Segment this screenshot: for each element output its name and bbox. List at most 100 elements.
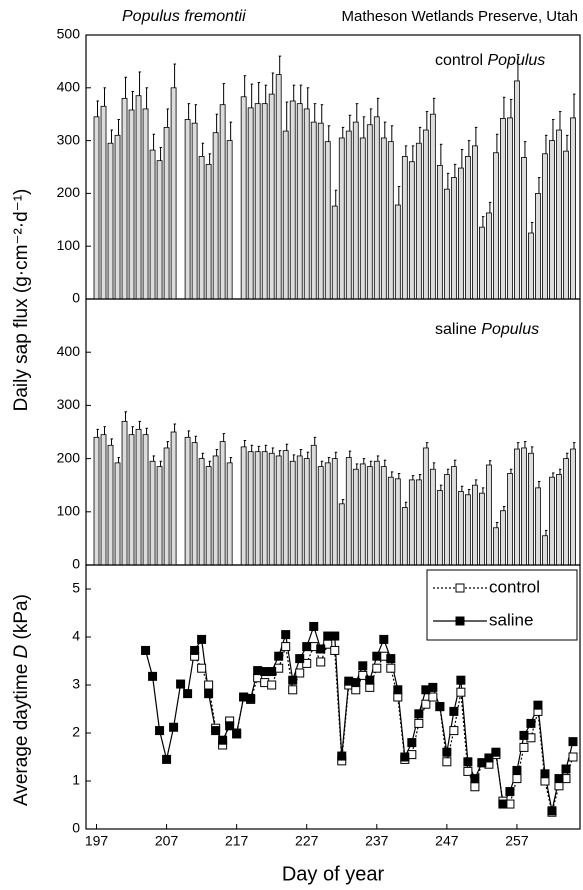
y-axis-label: Average daytime D (kPa) bbox=[11, 594, 32, 806]
bar bbox=[352, 468, 359, 566]
bar bbox=[100, 434, 107, 566]
bar bbox=[457, 167, 464, 300]
bar bbox=[240, 446, 247, 566]
marker bbox=[169, 722, 179, 732]
bar bbox=[450, 466, 457, 566]
marker bbox=[386, 654, 396, 664]
bar bbox=[324, 462, 331, 566]
marker bbox=[302, 642, 312, 652]
bar bbox=[556, 129, 562, 300]
bar bbox=[359, 137, 366, 300]
panel-label: control Populus bbox=[435, 52, 545, 69]
bar bbox=[114, 462, 121, 566]
marker bbox=[484, 753, 494, 763]
legend-box bbox=[426, 569, 578, 641]
bar bbox=[240, 96, 247, 300]
marker bbox=[295, 654, 305, 664]
marker bbox=[561, 764, 571, 774]
marker bbox=[372, 663, 382, 673]
bar bbox=[219, 104, 226, 300]
bar bbox=[443, 474, 450, 566]
marker bbox=[281, 642, 291, 652]
bar bbox=[401, 156, 408, 300]
bar bbox=[535, 487, 541, 566]
bar bbox=[254, 451, 261, 566]
bar bbox=[366, 466, 373, 566]
bar bbox=[493, 527, 499, 566]
marker bbox=[176, 679, 186, 689]
bar bbox=[429, 468, 436, 566]
bar bbox=[289, 100, 296, 300]
marker bbox=[365, 675, 375, 685]
bar bbox=[443, 188, 450, 300]
bar bbox=[345, 130, 352, 300]
marker bbox=[288, 685, 298, 695]
bar bbox=[387, 476, 394, 566]
marker bbox=[407, 738, 417, 748]
bar bbox=[373, 460, 380, 566]
marker bbox=[148, 671, 158, 681]
panel-label-part: control bbox=[435, 52, 483, 69]
y-label-part: Average daytime bbox=[11, 664, 32, 806]
bar bbox=[549, 476, 555, 566]
bar bbox=[408, 161, 415, 300]
bar bbox=[486, 464, 492, 566]
bar bbox=[107, 444, 114, 566]
marker bbox=[477, 758, 487, 768]
marker bbox=[442, 747, 452, 757]
bar bbox=[380, 466, 387, 566]
panel-label: saline Populus bbox=[435, 321, 539, 338]
y-tick-label: 400 bbox=[57, 343, 81, 359]
y-tick-label: 300 bbox=[57, 131, 81, 147]
x-tick-label: 237 bbox=[365, 833, 389, 849]
bar bbox=[359, 463, 366, 566]
marker bbox=[141, 645, 151, 655]
bar bbox=[296, 103, 303, 300]
marker bbox=[316, 644, 326, 654]
marker bbox=[274, 651, 284, 661]
y-tick-label: 0 bbox=[72, 290, 80, 306]
bar bbox=[205, 466, 212, 566]
marker bbox=[435, 702, 445, 712]
bar bbox=[296, 455, 303, 566]
legend-marker bbox=[455, 583, 465, 593]
marker bbox=[267, 680, 277, 690]
marker bbox=[204, 689, 214, 699]
bar bbox=[556, 474, 562, 566]
series-line bbox=[194, 643, 574, 813]
bar bbox=[387, 141, 394, 300]
bar bbox=[500, 118, 506, 300]
y-tick-label: 5 bbox=[72, 580, 80, 596]
bar bbox=[422, 129, 429, 300]
marker bbox=[155, 726, 165, 736]
bar bbox=[514, 80, 520, 300]
marker bbox=[351, 678, 361, 688]
bar bbox=[219, 441, 226, 566]
bar bbox=[93, 436, 100, 566]
bar bbox=[514, 448, 520, 566]
bar bbox=[500, 510, 506, 566]
bar bbox=[184, 436, 191, 566]
marker bbox=[330, 645, 340, 655]
bar bbox=[191, 122, 198, 300]
marker bbox=[505, 787, 515, 797]
x-tick-label: 207 bbox=[155, 833, 179, 849]
bar bbox=[563, 458, 569, 566]
marker bbox=[281, 630, 291, 640]
y-tick-label: 500 bbox=[57, 26, 81, 42]
marker bbox=[295, 668, 305, 678]
marker bbox=[190, 645, 200, 655]
marker bbox=[568, 752, 578, 762]
marker bbox=[309, 621, 319, 631]
bar bbox=[345, 457, 352, 566]
marker bbox=[393, 685, 403, 695]
bar bbox=[226, 462, 233, 566]
bar bbox=[303, 108, 310, 300]
y-tick-label: 0 bbox=[72, 556, 80, 572]
marker bbox=[414, 709, 424, 719]
marker bbox=[421, 699, 431, 709]
bar bbox=[142, 434, 149, 566]
bar bbox=[310, 444, 317, 566]
marker bbox=[470, 782, 480, 792]
